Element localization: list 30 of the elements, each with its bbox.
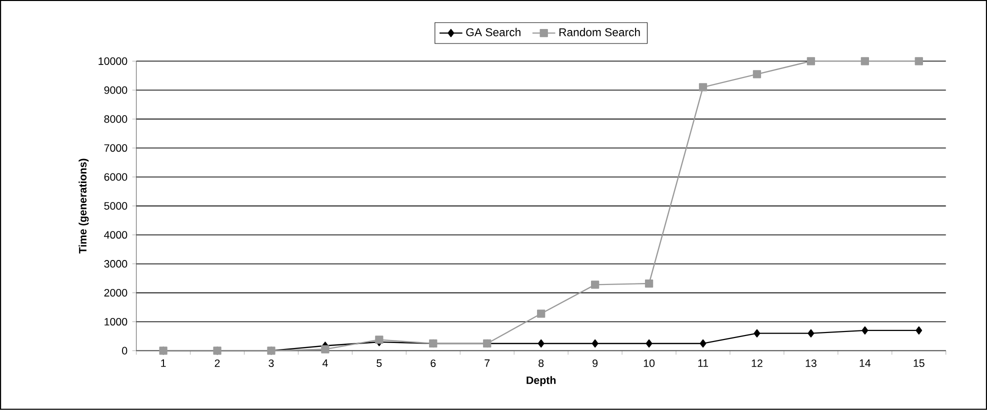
x-axis-title: Depth: [526, 376, 556, 386]
x-tick-label: 4: [322, 360, 328, 367]
x-tick-label: 5: [376, 360, 382, 367]
x-tick-label: 1: [161, 360, 166, 367]
y-tick-label: 8000: [104, 115, 128, 123]
y-tick-label: 0: [122, 346, 128, 355]
y-tick-label: 3000: [104, 260, 128, 268]
x-tick-label: 9: [592, 360, 598, 368]
x-tick-label: 15: [914, 360, 924, 367]
y-tick-label: 6000: [104, 173, 128, 181]
x-tick-label: 8: [538, 360, 544, 368]
x-tick-label: 10: [644, 360, 655, 368]
x-tick-label: 14: [860, 360, 871, 367]
y-tick-label: 9000: [104, 86, 128, 94]
x-tick-label: 6: [430, 360, 436, 368]
y-axis-title: Time (generations): [78, 158, 89, 254]
x-tick-label: 2: [214, 360, 220, 367]
x-tick-label: 12: [752, 360, 762, 367]
y-tick-label: 1000: [104, 318, 128, 326]
y-tick-label: 2000: [104, 289, 128, 297]
x-tick-label: 3: [268, 360, 274, 368]
y-tick-label: 5000: [104, 202, 128, 210]
x-tick-label: 7: [484, 360, 490, 367]
y-tick-label: 7000: [104, 144, 128, 152]
x-tick-label: 13: [806, 360, 816, 368]
y-tick-label: 4000: [104, 231, 128, 239]
x-tick-label: 11: [698, 360, 708, 367]
y-tick-label: 10000: [98, 57, 128, 65]
legend-label: Random Search: [559, 28, 640, 36]
legend-label: GA Search: [466, 28, 520, 36]
